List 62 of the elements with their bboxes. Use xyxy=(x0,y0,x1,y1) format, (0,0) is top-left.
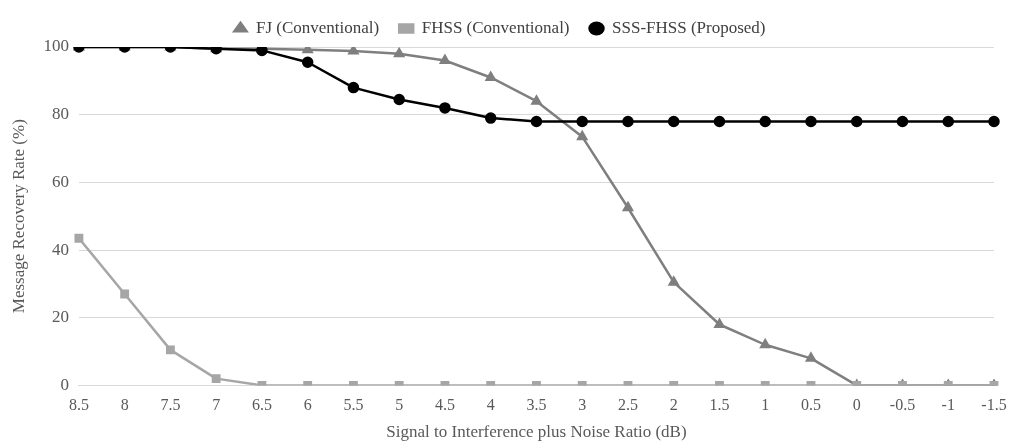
point xyxy=(394,48,405,58)
x-tick-label: 1 xyxy=(761,396,770,414)
point xyxy=(484,112,497,124)
x-tick-label: 7.5 xyxy=(160,396,181,414)
y-tick-label: 80 xyxy=(51,104,69,124)
point xyxy=(256,47,268,57)
point xyxy=(667,115,680,128)
point xyxy=(301,56,314,68)
y-axis-title: Message Recovery Rate (%) xyxy=(8,119,28,314)
y-tick-label: 20 xyxy=(51,307,69,327)
x-tick-label: 4.5 xyxy=(434,396,455,414)
point xyxy=(805,115,817,128)
x-axis-title: Signal to Interference plus Noise Ratio (dB) xyxy=(386,422,687,442)
x-tick-label: 6.5 xyxy=(251,396,272,414)
legend-label: FHSS (Conventional) xyxy=(421,17,570,37)
point xyxy=(713,115,726,128)
point xyxy=(805,352,817,362)
point xyxy=(120,289,130,299)
point xyxy=(714,318,725,328)
point xyxy=(439,102,451,114)
x-tick-label: 5 xyxy=(395,396,404,414)
y-tick-label: 100 xyxy=(43,36,69,56)
point xyxy=(622,201,634,212)
point xyxy=(74,233,84,243)
point xyxy=(759,115,771,128)
point xyxy=(531,95,542,105)
point xyxy=(393,93,405,106)
x-tick-label: 5.5 xyxy=(343,396,364,414)
point xyxy=(530,115,543,128)
x-tick-label: 7 xyxy=(212,396,221,414)
x-tick-label: 1.5 xyxy=(709,396,730,414)
point xyxy=(439,54,451,65)
x-tick-label: 6 xyxy=(303,396,312,414)
point xyxy=(577,130,588,141)
x-tick-label: 3 xyxy=(578,396,587,414)
x-tick-label: -1.5 xyxy=(981,396,1007,414)
x-tick-label: 0.5 xyxy=(800,396,821,414)
x-tick-label: 8.5 xyxy=(68,396,89,414)
x-tick-label: 8 xyxy=(120,396,129,414)
x-tick-label: 3.5 xyxy=(526,396,547,414)
y-tick-label: 60 xyxy=(51,171,69,191)
point xyxy=(896,115,909,128)
point xyxy=(942,115,954,128)
point xyxy=(850,115,863,128)
point xyxy=(668,276,679,286)
x-tick-label: 4 xyxy=(486,396,495,414)
x-tick-label: 2 xyxy=(669,396,678,414)
x-tick-label: 2.5 xyxy=(617,396,638,414)
point xyxy=(760,339,771,349)
legend-label: SSS-FHSS (Proposed) xyxy=(612,17,766,37)
point xyxy=(988,115,1000,128)
legend-label: FJ (Conventional) xyxy=(255,17,380,37)
x-tick-label: -1 xyxy=(941,396,955,414)
point xyxy=(347,81,360,94)
point xyxy=(485,71,496,81)
y-tick-label: 0 xyxy=(60,374,69,394)
y-tick-label: 40 xyxy=(51,239,69,259)
point xyxy=(622,115,634,128)
x-tick-label: 0 xyxy=(852,396,861,414)
point xyxy=(348,47,359,55)
x-tick-label: -0.5 xyxy=(889,396,916,414)
point xyxy=(576,115,588,128)
